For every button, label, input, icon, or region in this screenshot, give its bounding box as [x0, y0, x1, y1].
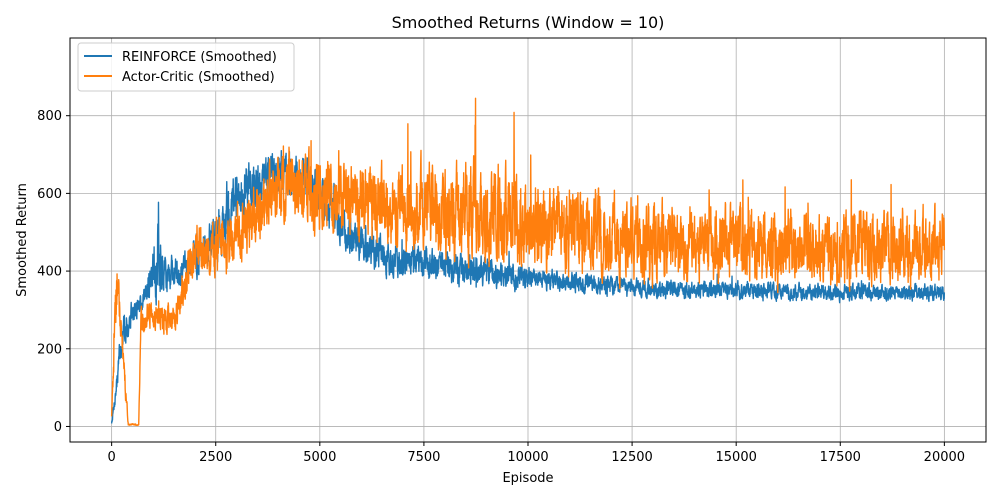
x-tick-label: 7500: [407, 450, 440, 465]
x-axis-ticks: 0 2500 5000 7500 10000 12500 15000 17500 20000: [107, 442, 965, 465]
y-tick-label: 0: [54, 420, 62, 435]
y-tick-label: 400: [37, 265, 62, 280]
legend-label: Actor-Critic (Smoothed): [122, 70, 275, 85]
chart-title: Smoothed Returns (Window = 10): [392, 13, 665, 32]
legend: REINFORCE (Smoothed) Actor-Critic (Smooth…: [77, 42, 295, 92]
x-tick-label: 10000: [507, 450, 548, 465]
legend-label: REINFORCE (Smoothed): [122, 50, 277, 65]
x-tick-label: 12500: [611, 450, 652, 465]
x-tick-label: 17500: [820, 450, 861, 465]
y-tick-label: 600: [37, 187, 62, 202]
y-axis-label: Smoothed Return: [15, 183, 30, 297]
x-tick-label: 2500: [199, 450, 232, 465]
x-tick-label: 0: [107, 450, 115, 465]
legend-box: [77, 42, 295, 92]
series-line-0: [110, 149, 946, 424]
series-line-1: [110, 97, 946, 427]
x-axis-label: Episode: [502, 471, 553, 486]
plot-area: [110, 97, 946, 427]
x-tick-label: 15000: [716, 450, 757, 465]
y-axis-ticks: 0 200 400 600 800: [37, 109, 70, 435]
x-tick-label: 5000: [303, 450, 336, 465]
y-tick-label: 800: [37, 109, 62, 124]
y-tick-label: 200: [37, 342, 62, 357]
x-tick-label: 20000: [924, 450, 965, 465]
